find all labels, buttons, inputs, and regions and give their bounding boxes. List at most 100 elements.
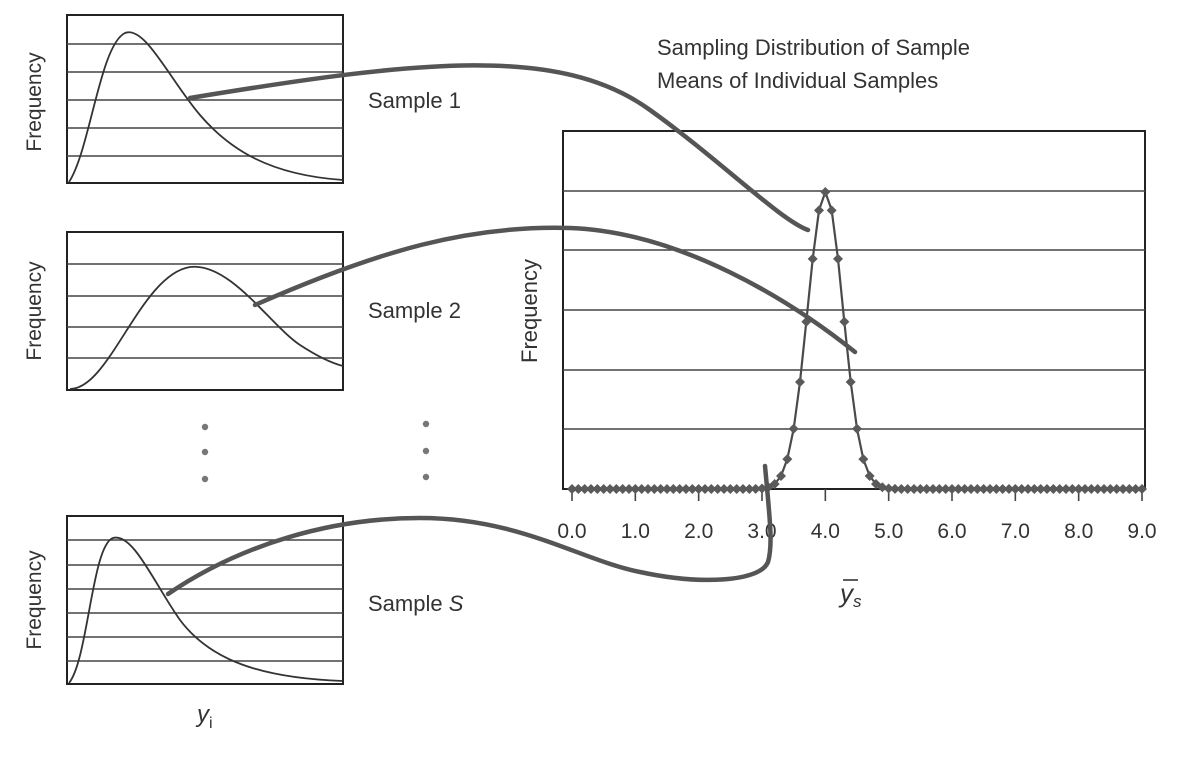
distribution-point (1010, 484, 1021, 494)
main-chart-xlabel: ys (838, 578, 862, 611)
connector-sample-1 (187, 63, 811, 233)
distribution-point (579, 484, 590, 494)
svg-text:ys: ys (838, 578, 862, 611)
x-tick-label: 1.0 (621, 520, 650, 543)
distribution-point (674, 484, 685, 494)
sample-2-gridlines (67, 263, 343, 359)
distribution-point (896, 483, 907, 494)
distribution-point (877, 482, 888, 493)
sample-2-frame (66, 231, 344, 391)
distribution-point (985, 484, 995, 494)
sample-s-gridlines (67, 539, 343, 662)
distribution-point (662, 484, 672, 494)
distribution-point (693, 484, 704, 494)
distribution-point (655, 484, 666, 494)
distribution-point (1086, 484, 1097, 494)
distribution-point (814, 205, 824, 216)
sample-2-distribution-curve (69, 266, 344, 390)
distribution-point (902, 483, 913, 494)
distribution-point (1118, 484, 1128, 494)
x-tick-label: 6.0 (937, 520, 966, 543)
distribution-point (997, 484, 1008, 494)
distribution-point (769, 478, 780, 489)
distribution-point (947, 484, 957, 494)
distribution-point (1099, 484, 1109, 494)
sample-2-panel: Frequency Sample 2 (23, 231, 461, 391)
sample-1-ylabel: Frequency (23, 52, 46, 152)
distribution-point (826, 205, 837, 216)
distribution-point (782, 454, 793, 465)
distribution-point (940, 484, 951, 494)
distribution-point (643, 484, 653, 494)
sampling-distribution-points (567, 187, 1147, 494)
distribution-point (845, 376, 856, 387)
distribution-point (852, 423, 862, 434)
distribution-point (1035, 484, 1046, 494)
sample-1-distribution-curve (68, 31, 344, 183)
main-chart-ylabel: Frequency (517, 259, 542, 363)
main-chart-gridlines (563, 190, 1145, 430)
distribution-point (807, 253, 818, 264)
distribution-point (636, 484, 647, 494)
distribution-point (725, 483, 736, 494)
distribution-point (883, 483, 894, 494)
distribution-point (1111, 484, 1122, 494)
x-tick-label: 8.0 (1064, 520, 1093, 543)
distribution-point (820, 187, 831, 197)
distribution-point (1105, 484, 1116, 494)
main-chart: 0.0 1.0 2.0 3.0 4.0 5.0 6.0 7.0 8.0 9.0 Frequency… (517, 130, 1157, 611)
distribution-point (586, 484, 596, 494)
distribution-point (738, 483, 748, 494)
ellipsis-dots (201, 420, 430, 483)
distribution-point (788, 423, 799, 434)
distribution-point (712, 484, 723, 494)
distribution-point (776, 470, 786, 481)
distribution-point (833, 253, 843, 264)
distribution-point (1067, 484, 1078, 494)
sample-s-ylabel: Frequency (23, 550, 46, 650)
distribution-point (1092, 484, 1103, 494)
distribution-point (839, 316, 850, 327)
distribution-point (624, 484, 634, 494)
sample-s-panel: Frequency Sample S (23, 515, 464, 685)
distribution-point (605, 484, 615, 494)
distribution-point (972, 484, 983, 494)
distribution-point (630, 484, 641, 494)
distribution-point (706, 484, 717, 494)
distribution-point (1061, 484, 1071, 494)
sample-2-ylabel: Frequency (23, 261, 46, 361)
title-line-2: Means of Individual Samples (657, 68, 938, 93)
distribution-point (649, 484, 660, 494)
sample-2-label: Sample 2 (368, 298, 461, 323)
distribution-point (1054, 484, 1065, 494)
distribution-point (681, 484, 691, 494)
sample-1-frame (66, 14, 344, 184)
x-tick-label: 4.0 (811, 520, 840, 543)
distribution-point (567, 484, 577, 494)
sample-s-label: Sample S (368, 591, 464, 616)
distribution-point (966, 484, 976, 494)
distribution-point (750, 483, 761, 494)
distribution-point (1130, 484, 1141, 494)
distribution-point (598, 484, 609, 494)
distribution-point (744, 483, 755, 494)
distribution-point (1023, 484, 1033, 494)
distribution-point (1073, 484, 1084, 494)
distribution-point (757, 483, 767, 494)
distribution-point (1042, 484, 1052, 494)
distribution-point (1080, 484, 1090, 494)
x-tick-label: 2.0 (684, 520, 713, 543)
distribution-point (1004, 484, 1014, 494)
distribution-point (864, 470, 875, 481)
distribution-point (617, 484, 628, 494)
x-tick-label: 7.0 (1001, 520, 1030, 543)
x-tick-label: 0.0 (557, 520, 586, 543)
distribution-point (858, 454, 869, 465)
distribution-point (921, 483, 932, 494)
distribution-point (573, 484, 584, 494)
distribution-point (719, 483, 729, 494)
sample-1-gridlines (67, 43, 343, 157)
connector-sample-2 (252, 225, 858, 355)
distribution-point (795, 376, 805, 387)
